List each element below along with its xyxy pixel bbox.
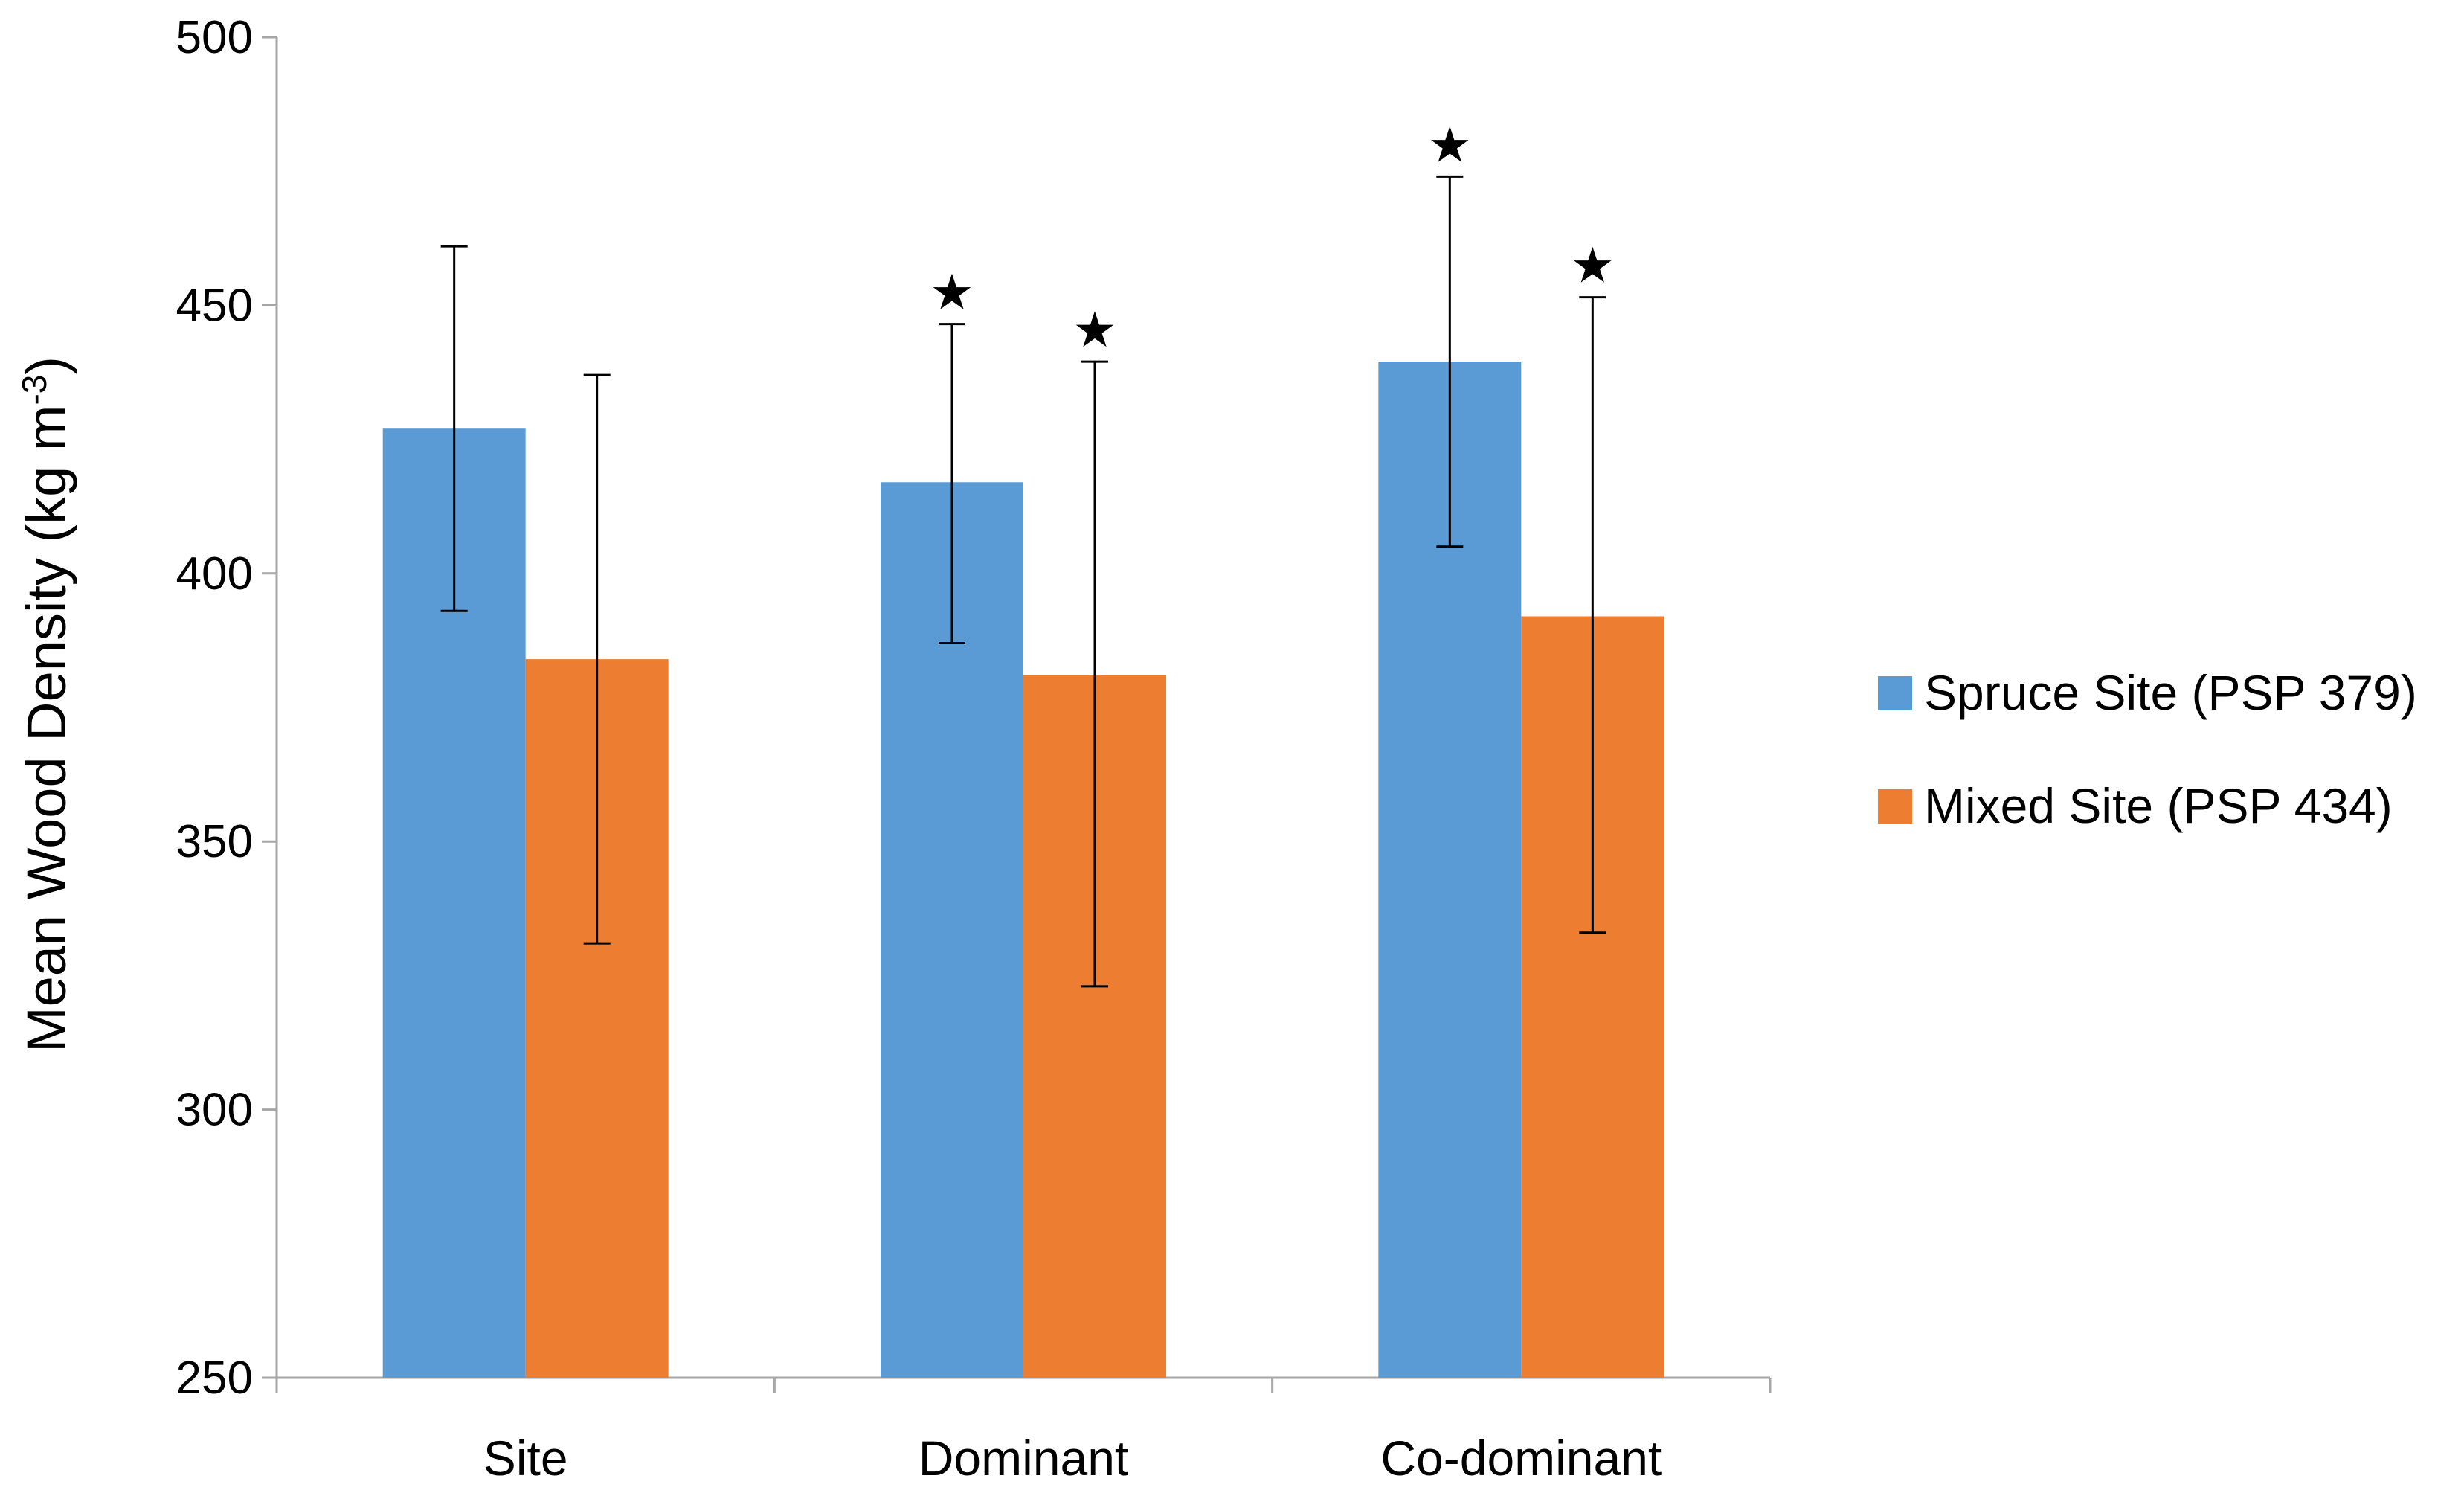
y-tick-label: 400 [176, 548, 253, 600]
x-tick-label: Site [483, 1431, 568, 1486]
significance-star: ★ [1072, 302, 1116, 357]
x-tick-label: Co-dominant [1380, 1431, 1662, 1486]
legend-label: Spruce Site (PSP 379) [1924, 665, 2417, 720]
significance-star: ★ [1428, 117, 1472, 172]
y-axis-title: Mean Wood Density (kg m-3) [15, 356, 77, 1053]
legend-swatch [1878, 676, 1912, 710]
y-axis-title-suffix: ) [16, 356, 77, 375]
legend-swatch [1878, 789, 1912, 824]
y-axis-title-superscript: -3 [15, 375, 54, 405]
y-tick-label: 300 [176, 1085, 253, 1136]
error-bars [440, 175, 1606, 988]
significance-star: ★ [930, 265, 974, 320]
bars [382, 362, 1664, 1378]
y-tick-label: 500 [176, 12, 253, 63]
y-tick-label: 350 [176, 816, 253, 867]
y-tick-label: 250 [176, 1352, 253, 1404]
y-tick-label: 450 [176, 280, 253, 331]
legend: Spruce Site (PSP 379) Mixed Site (PSP 434… [1878, 665, 2417, 833]
significance-markers: ★ ★ ★ ★ [930, 117, 1615, 357]
significance-star: ★ [1571, 238, 1615, 293]
x-tick-label: Dominant [919, 1431, 1128, 1486]
x-axis: Site Dominant Co-dominant [275, 1376, 1772, 1486]
legend-label: Mixed Site (PSP 434) [1924, 778, 2393, 833]
y-axis: 250 300 350 400 450 500 [176, 12, 278, 1404]
y-axis-title-main: Mean Wood Density (kg m [16, 405, 77, 1053]
